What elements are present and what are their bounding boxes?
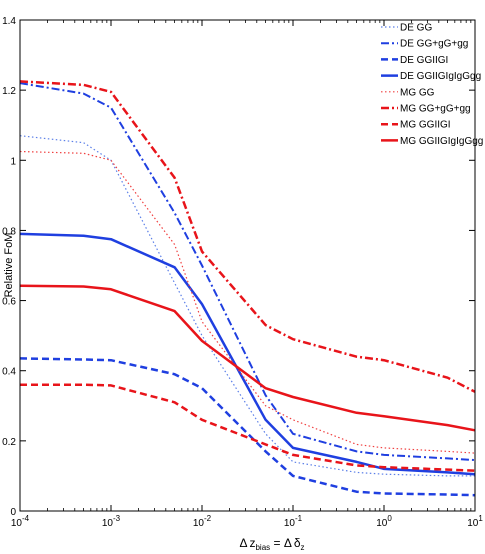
y-tick-label: 0.8 — [2, 226, 16, 237]
series-layer — [19, 80, 476, 497]
x-label-delta2: Δ — [284, 536, 292, 550]
series-line-8 — [19, 284, 476, 432]
series-line-6 — [19, 80, 476, 393]
y-tick-label: 0.6 — [2, 297, 16, 308]
y-tick-label: 1.2 — [2, 86, 16, 97]
legend-label-6: MG GG+gG+gg — [400, 104, 471, 115]
y-tick-label: 0 — [10, 507, 16, 518]
y-tick-label: 1 — [10, 156, 16, 167]
x-tick-label: 10-2 — [193, 514, 212, 529]
y-axis-label: Relative FoM — [3, 233, 15, 298]
x-label-eq: = — [270, 536, 284, 550]
series-line-4 — [19, 232, 476, 476]
x-tick-label: 10-3 — [102, 514, 121, 529]
legend-label-3: DE GGIIGI — [400, 55, 448, 66]
x-label-bias: bias — [255, 543, 270, 552]
legend: DE GG DE GG+gG+gg DE GGIIGI DE GGIIGIgIgGgg… — [381, 23, 483, 147]
legend-label-2: DE GG+gG+gg — [400, 39, 468, 50]
series-line-3 — [19, 357, 476, 497]
plot-area — [20, 20, 475, 511]
legend-label-7: MG GGIIGI — [400, 120, 451, 131]
x-label-delta1: Δ — [239, 536, 247, 550]
series-line-5 — [19, 150, 476, 454]
x-tick-label: 10-4 — [11, 514, 30, 529]
legend-label-5: MG GG — [400, 87, 435, 98]
y-tick-label: 0.2 — [2, 437, 16, 448]
legend-label-1: DE GG — [400, 23, 432, 34]
x-label-zsub: z — [301, 543, 305, 552]
x-tick-label: 101 — [467, 514, 483, 529]
x-label-z: z — [249, 536, 255, 550]
series-line-7 — [20, 383, 476, 472]
legend-label-8: MG GGIIGIgIgGgg — [400, 136, 483, 147]
series-line-2 — [19, 82, 476, 462]
y-tick-label: 0.4 — [2, 367, 16, 378]
axis-ticks: 10-4 10-3 10-2 10-1 100 101 0 0.2 0.4 0.6 0.8 1 1.2 1… — [2, 16, 483, 529]
y-tick-label: 1.4 — [2, 16, 16, 27]
x-label-d: δ — [294, 536, 301, 550]
x-tick-label: 10-1 — [284, 514, 303, 529]
legend-label-4: DE GGIIGIgIgGgg — [400, 71, 481, 82]
plot-frame — [19, 19, 476, 512]
x-tick-label: 100 — [376, 514, 392, 529]
